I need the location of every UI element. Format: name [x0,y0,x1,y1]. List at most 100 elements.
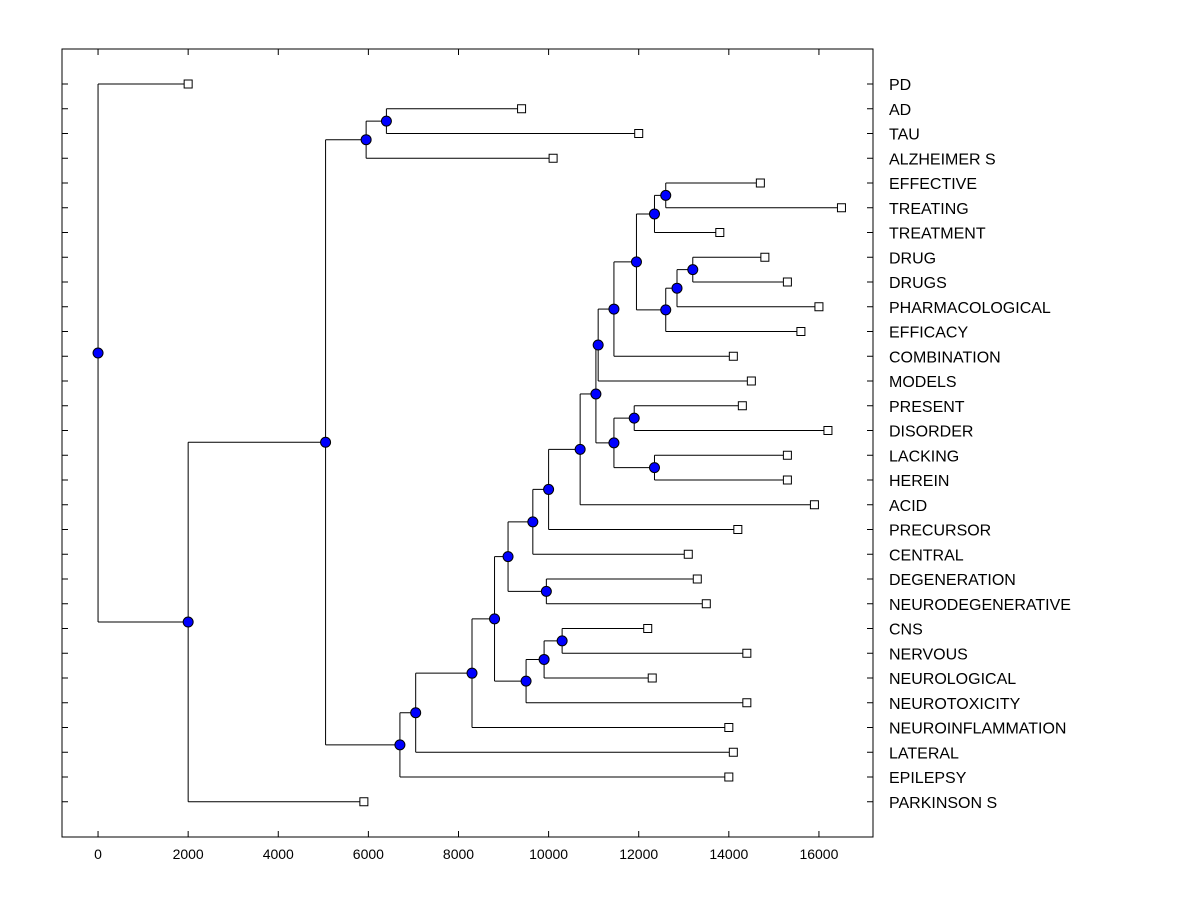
leaf-label: DRUGS [889,275,947,292]
cluster-node [590,388,602,400]
leaf-marker [724,723,734,732]
leaf-label: NERVOUS [889,646,968,663]
leaf-label: NEUROTOXICITY [889,696,1021,713]
leaf-marker [760,252,770,262]
leaf-marker [701,599,711,609]
leaf-marker [823,426,833,435]
leaf-label: MODELS [889,374,957,391]
x-tick-label: 12000 [619,846,658,862]
cluster-node [687,264,699,276]
leaf-marker [742,698,752,708]
cluster-node [540,585,552,597]
leaf-marker [728,747,738,757]
leaf-marker [836,203,846,213]
x-tick-label: 10000 [529,846,568,862]
x-tick-label: 14000 [709,846,748,862]
leaf-label: CENTRAL [889,547,964,564]
leaf-marker [359,797,369,807]
cluster-node [660,304,672,316]
leaf-label: HEREIN [889,473,949,490]
x-tick-label: 16000 [799,846,838,862]
leaf-label: EFFECTIVE [889,176,977,193]
leaf-marker [634,129,644,138]
leaf-label: NEUROLOGICAL [889,671,1016,688]
leaf-marker [733,525,743,534]
leaf-label: NEURODEGENERATIVE [889,597,1071,614]
cluster-node [92,347,104,359]
cluster-node [394,739,406,751]
leaf-marker [647,673,657,683]
cluster-node [592,339,604,351]
cluster-node [608,303,620,315]
x-tick-label: 8000 [443,846,474,862]
leaf-marker [782,450,792,460]
leaf-marker [548,153,558,163]
cluster-node [556,635,568,647]
leaf-label: NEUROINFLAMMATION [889,721,1066,738]
leaf-label: PRECURSOR [889,523,991,540]
leaf-label: PRESENT [889,399,965,416]
leaf-marker [643,624,653,633]
cluster-node [320,436,332,448]
x-tick-label: 0 [94,846,102,862]
leaf-label: EFFICACY [889,325,968,342]
cluster-node [574,443,586,455]
x-tick-label: 2000 [173,846,204,862]
leaf-label: TREATMENT [889,226,986,243]
leaf-label: DISORDER [889,424,973,441]
leaf-marker [724,772,734,782]
cluster-node [630,256,642,268]
leaf-marker [782,277,792,287]
leaf-label: PARKINSON S [889,795,997,812]
cluster-node [608,437,620,449]
cluster-node [538,653,550,665]
cluster-node [543,483,555,495]
cluster-node [660,189,672,201]
leaf-label: PD [889,77,911,94]
leaf-label: ACID [889,498,927,515]
leaf-label: DEGENERATION [889,572,1016,589]
cluster-node [527,516,539,528]
x-tick-label: 6000 [353,846,384,862]
leaf-label: EPILEPSY [889,770,967,787]
leaf-label: ALZHEIMER S [889,151,996,168]
leaf-label: DRUG [889,250,936,267]
cluster-node [628,412,640,424]
cluster-node [489,613,501,625]
leaf-marker [728,351,738,361]
cluster-node [502,551,514,563]
leaf-label: TREATING [889,201,969,218]
cluster-node [466,667,478,679]
cluster-node [648,462,660,474]
leaf-marker [715,228,725,237]
leaf-label: CNS [889,622,923,639]
leaf-marker [796,327,806,336]
leaf-marker [183,79,193,89]
leaf-marker [755,178,765,188]
leaf-label: TAU [889,127,920,144]
leaf-label: PHARMACOLOGICAL [889,300,1051,317]
leaf-label: LACKING [889,448,959,465]
plot-frame [61,48,874,838]
leaf-marker [517,104,527,114]
leaf-marker [809,500,819,510]
cluster-node [671,282,683,294]
cluster-node [520,675,532,687]
leaf-label: COMBINATION [889,349,1001,366]
leaf-marker [746,376,756,386]
cluster-node [380,115,392,127]
leaf-marker [683,549,693,559]
leaf-label: AD [889,102,911,119]
cluster-node [360,134,372,146]
x-tick-label: 4000 [263,846,294,862]
leaf-marker [814,302,824,312]
cluster-node [410,707,422,719]
leaf-marker [742,648,752,658]
leaf-marker [782,475,792,485]
leaf-marker [692,574,702,584]
leaf-label: LATERAL [889,745,959,762]
cluster-node [182,616,194,628]
cluster-node [648,208,660,220]
leaf-marker [737,401,747,411]
